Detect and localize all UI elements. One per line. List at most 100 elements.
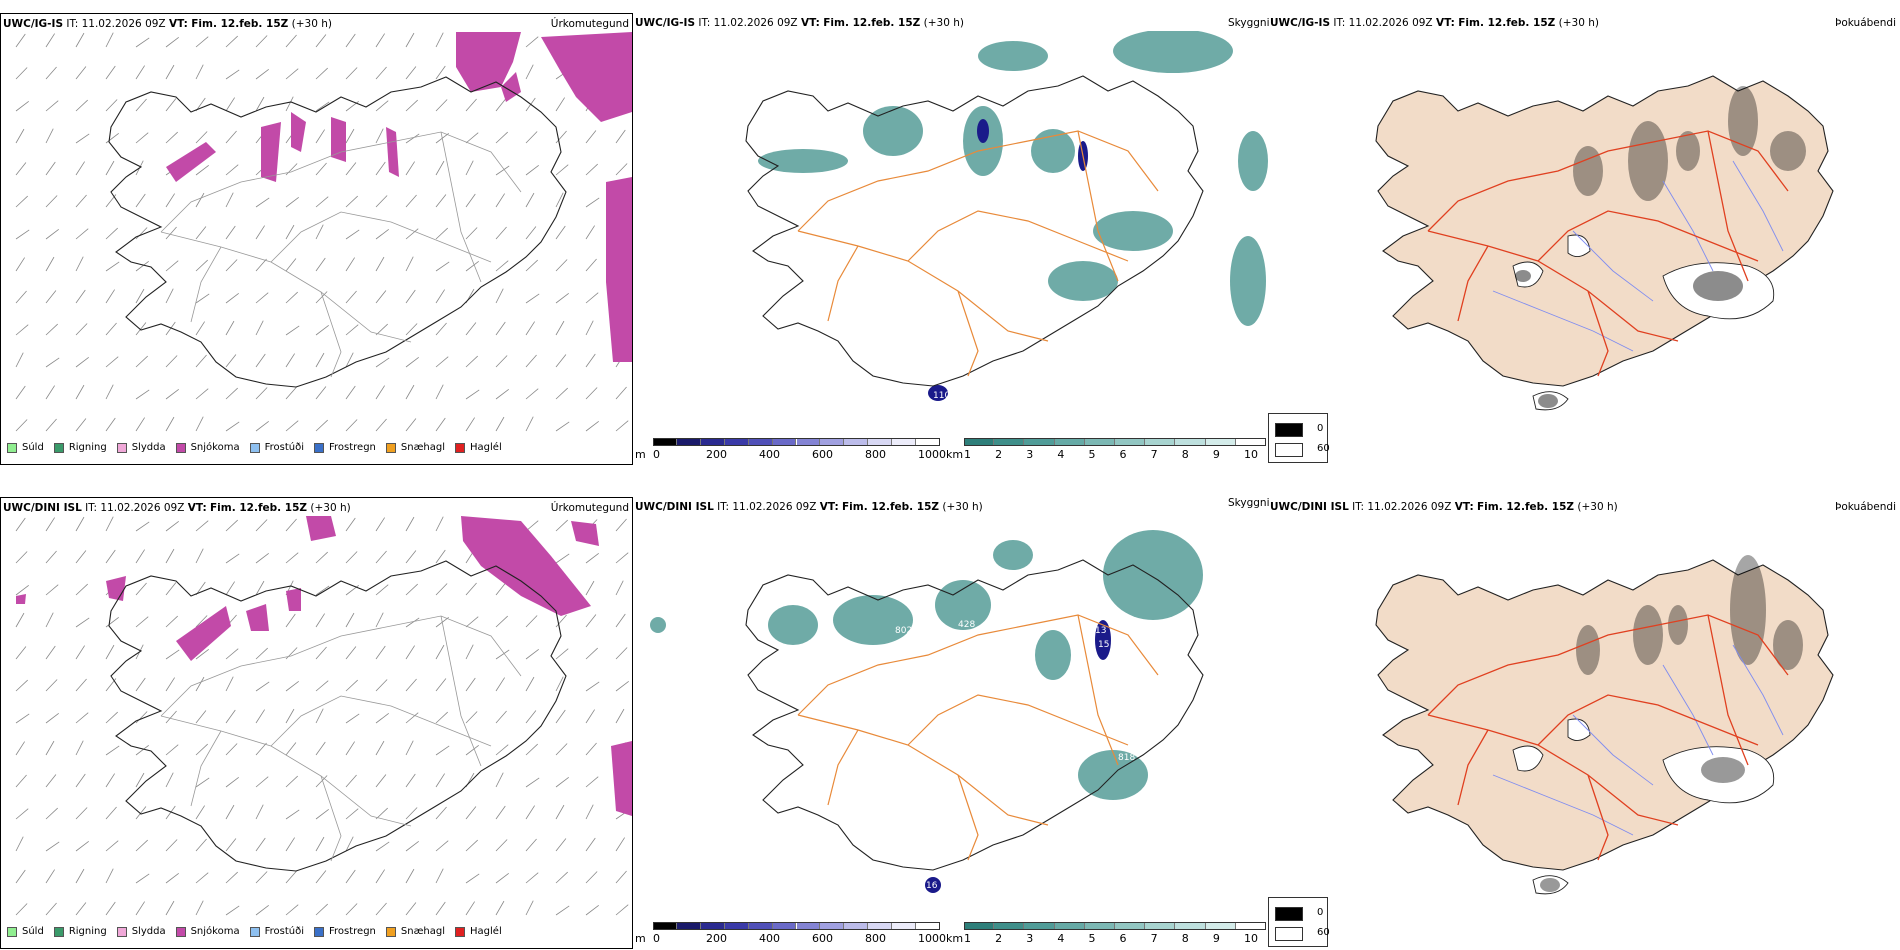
visibility-map: 110 20 133 bbox=[745, 31, 1268, 401]
wind-barb bbox=[285, 708, 295, 724]
map-label: 20 bbox=[1088, 142, 1100, 152]
wind-barb bbox=[435, 99, 448, 112]
wind-barb bbox=[195, 226, 207, 240]
wind-barb bbox=[465, 744, 479, 756]
wind-barb bbox=[165, 131, 178, 144]
colorbar-segment bbox=[772, 438, 797, 446]
legend-swatch bbox=[116, 926, 127, 937]
wind-barb bbox=[225, 519, 238, 532]
wind-barb bbox=[285, 34, 297, 48]
wind-barb bbox=[135, 417, 145, 432]
elevation-areas bbox=[925, 620, 1111, 893]
wind-barb bbox=[135, 772, 145, 788]
road-line bbox=[1077, 130, 1119, 282]
wind-barb bbox=[165, 260, 179, 272]
wind-barb bbox=[585, 614, 597, 628]
wind-barb bbox=[195, 520, 209, 532]
wind-barb bbox=[285, 420, 299, 432]
wind-barb bbox=[165, 321, 176, 336]
wind-barb bbox=[15, 162, 27, 176]
road-line bbox=[1587, 774, 1609, 861]
wind-barb bbox=[315, 613, 325, 628]
wind-barb bbox=[45, 33, 55, 48]
wind-barb bbox=[495, 288, 504, 304]
wind-barb bbox=[615, 904, 629, 916]
colorbar-segment bbox=[1205, 922, 1236, 930]
wind-barb bbox=[15, 195, 28, 208]
wind-barb bbox=[375, 841, 390, 852]
wind-barb bbox=[15, 551, 28, 564]
wind-barb bbox=[195, 805, 205, 820]
wind-barb bbox=[465, 322, 477, 336]
wind-barb bbox=[405, 418, 417, 432]
legend-swatch bbox=[314, 926, 324, 937]
road-line bbox=[1457, 245, 1489, 322]
wind-barb bbox=[315, 129, 325, 144]
wind-barb bbox=[345, 162, 357, 176]
colorbar-tick-label: 10 bbox=[1244, 932, 1258, 945]
legend-label: Snæhagl bbox=[400, 442, 446, 453]
road-line bbox=[440, 615, 482, 767]
wind-barb bbox=[405, 773, 416, 788]
wind-barb bbox=[495, 805, 506, 820]
wind-barb bbox=[195, 416, 204, 432]
wind-barb bbox=[45, 807, 58, 820]
wind-barb bbox=[465, 806, 477, 820]
legend-label: Súld bbox=[22, 442, 44, 453]
wind-barb bbox=[165, 677, 175, 692]
colorbar-tick-label: 0 bbox=[653, 448, 660, 461]
colorbar-tick-label: 3 bbox=[1026, 448, 1034, 461]
wind-barb bbox=[255, 681, 270, 692]
colorbar-frame bbox=[964, 922, 1266, 930]
low-visibility-areas bbox=[758, 31, 1268, 326]
wind-barb bbox=[135, 37, 150, 48]
wind-barb bbox=[195, 293, 210, 304]
wind-barb bbox=[45, 128, 54, 144]
wind-barb bbox=[555, 553, 570, 564]
wind-barb bbox=[555, 192, 564, 208]
wind-barb bbox=[105, 901, 116, 916]
colorbar-segment bbox=[892, 922, 917, 930]
road-line bbox=[907, 694, 1129, 746]
wind-barb bbox=[555, 225, 566, 240]
wind-barb bbox=[555, 743, 568, 756]
colorbar-tick-label: 5 bbox=[1088, 932, 1096, 945]
wind-barb bbox=[435, 806, 447, 820]
wind-barb bbox=[15, 385, 26, 400]
colorbar-segment bbox=[844, 922, 869, 930]
wind-barb bbox=[315, 775, 328, 788]
wind-barb bbox=[255, 420, 269, 432]
elevation-unit: m bbox=[635, 448, 646, 461]
road-line bbox=[190, 246, 222, 323]
wind-barb bbox=[405, 678, 417, 692]
wind-barb bbox=[555, 320, 565, 336]
legend-item: Haglél bbox=[455, 926, 502, 937]
colorbar-tick-label: 10 bbox=[1244, 448, 1258, 461]
legend-swatch bbox=[175, 926, 186, 937]
river-line bbox=[1572, 714, 1654, 786]
wind-barb bbox=[195, 838, 207, 852]
wind-barb bbox=[75, 356, 89, 368]
wind-barb bbox=[105, 160, 115, 176]
wind-barb bbox=[435, 711, 448, 724]
wind-barb bbox=[465, 901, 475, 916]
wind-barb bbox=[405, 99, 418, 112]
wind-barb bbox=[585, 647, 598, 660]
wind-barb bbox=[255, 387, 268, 400]
wind-barb bbox=[345, 713, 360, 724]
wind-barb bbox=[135, 355, 148, 368]
wind-barb bbox=[375, 33, 385, 48]
wind-barb bbox=[585, 580, 595, 596]
wind-barb bbox=[465, 193, 476, 208]
wind-barb bbox=[105, 644, 115, 660]
wind-barb bbox=[345, 551, 358, 564]
wind-barb bbox=[45, 228, 59, 240]
colorbar-tick-label: 0 bbox=[653, 932, 660, 945]
wind-barb bbox=[615, 708, 625, 724]
legend-swatch bbox=[385, 926, 396, 937]
wind-barb bbox=[165, 288, 174, 304]
legend-swatch bbox=[175, 442, 186, 453]
wind-barb bbox=[615, 580, 624, 596]
colorbar-segment bbox=[820, 438, 845, 446]
colorbar-segment bbox=[964, 922, 995, 930]
